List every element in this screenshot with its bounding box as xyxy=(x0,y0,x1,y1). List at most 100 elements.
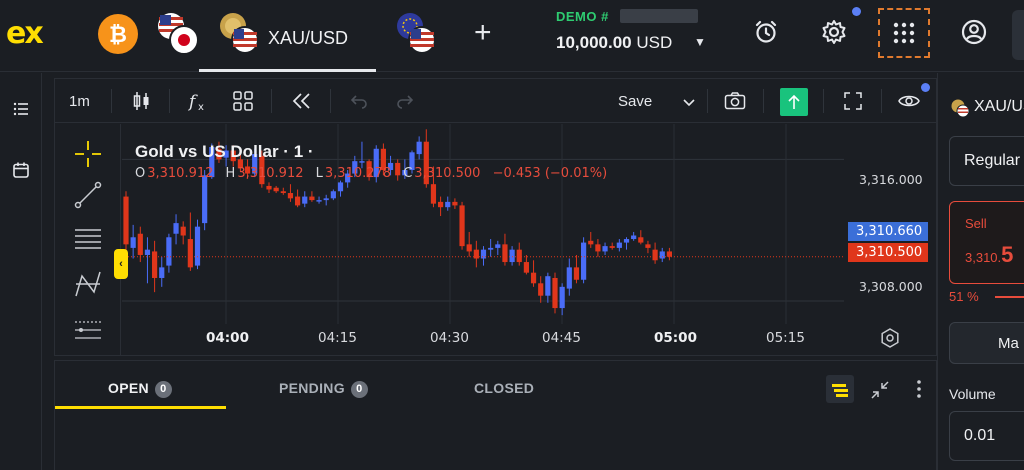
candle-body xyxy=(166,237,172,266)
toolbar-divider xyxy=(823,89,824,113)
candle-body xyxy=(581,242,587,280)
eye-notification-dot xyxy=(921,83,930,92)
eye-icon[interactable] xyxy=(897,89,921,113)
layout-grid-icon[interactable] xyxy=(231,89,255,113)
candle-body xyxy=(659,251,665,259)
high-key: H xyxy=(225,166,236,181)
candle-body xyxy=(223,150,229,158)
candle-body xyxy=(130,237,136,248)
tab-open[interactable]: OPEN 0 xyxy=(108,380,172,398)
volume-input[interactable]: 0.01 xyxy=(949,411,1024,461)
grouping-toggle-button[interactable] xyxy=(826,375,854,403)
add-tab-button[interactable]: + xyxy=(474,16,492,49)
alarm-clock-icon[interactable] xyxy=(752,18,780,46)
gear-icon[interactable] xyxy=(820,18,848,46)
candle-body xyxy=(645,244,651,248)
grid-dots-icon xyxy=(893,22,915,44)
asset-tab-eurusd[interactable] xyxy=(394,8,440,64)
candle-body xyxy=(144,249,151,255)
chart-settings-icon[interactable] xyxy=(879,327,901,349)
fib-levels-icon[interactable] xyxy=(72,222,104,254)
candle-body xyxy=(416,141,422,155)
asset-tab-bitcoin[interactable]: ₿ xyxy=(96,8,144,64)
timeframe-selector[interactable]: 1m xyxy=(69,93,90,110)
exness-logo[interactable]: ex xyxy=(6,16,44,51)
svg-text:x: x xyxy=(198,102,204,113)
market-order-button[interactable]: Ma xyxy=(949,322,1024,364)
orders-panel: OPEN 0 PENDING 0 CLOSED xyxy=(54,360,937,470)
top-bar: ex ₿ XAU/USD xyxy=(0,0,1024,72)
candle-body xyxy=(137,233,143,255)
indicators-fx-icon[interactable]: f x xyxy=(186,89,210,113)
close-value: 3,310.500 xyxy=(414,166,481,181)
trend-line-icon[interactable] xyxy=(72,178,104,210)
balance-currency: USD xyxy=(636,33,673,52)
candles-type-icon[interactable] xyxy=(129,89,153,113)
price-axis-label: 3,316.000 xyxy=(859,172,923,187)
usd-jpy-flags-icon xyxy=(158,13,199,55)
tab-pending[interactable]: PENDING 0 xyxy=(279,380,368,398)
tab-closed[interactable]: CLOSED xyxy=(474,380,534,396)
user-profile-icon[interactable] xyxy=(960,18,988,46)
collapse-arrows-icon[interactable] xyxy=(869,379,891,401)
trade-symbol: XAU/USD xyxy=(974,98,1024,115)
save-layout-button[interactable]: Save xyxy=(618,93,653,110)
candle-body xyxy=(452,201,458,206)
forecast-tool-icon[interactable] xyxy=(72,314,104,346)
ohlc-legend: O 3,310.912 H 3,310.912 L 3,310.278 C 3,310.… xyxy=(135,166,615,181)
candle-body xyxy=(395,162,401,176)
candle-body xyxy=(387,162,394,171)
crosshair-icon[interactable] xyxy=(72,138,104,170)
candle-body xyxy=(287,193,294,199)
apps-grid-button[interactable] xyxy=(878,8,930,58)
candle-body xyxy=(409,152,415,171)
chart-panel: 1m f x Save xyxy=(54,78,937,356)
pattern-tool-icon[interactable] xyxy=(72,268,104,300)
account-number-redacted xyxy=(620,9,698,23)
candles-svg xyxy=(122,124,844,324)
account-dropdown-icon[interactable]: ▼ xyxy=(694,35,706,49)
candle-body xyxy=(538,283,544,296)
asset-tab-xauusd[interactable]: XAU/USD xyxy=(216,8,376,64)
candle-body xyxy=(159,267,165,278)
more-vertical-icon[interactable] xyxy=(914,378,924,400)
gold-usd-small-icon xyxy=(951,99,970,118)
candle-body xyxy=(423,141,429,185)
calendar-icon[interactable] xyxy=(12,161,30,179)
balance-value: 10,000.00 xyxy=(556,33,632,52)
account-balance[interactable]: 10,000.00 USD xyxy=(556,33,672,53)
svg-text:₿: ₿ xyxy=(109,23,127,48)
candle-body xyxy=(180,226,186,236)
list-icon[interactable] xyxy=(12,100,30,118)
deposit-button-partial[interactable] xyxy=(1012,10,1024,60)
time-axis-label: 05:15 xyxy=(766,330,805,346)
redo-icon[interactable] xyxy=(393,89,417,113)
sell-button[interactable]: Sell 3,310.5 xyxy=(949,201,1024,284)
bitcoin-icon: ₿ xyxy=(98,14,138,54)
candle-body xyxy=(259,155,265,185)
time-axis-label: 05:00 xyxy=(654,330,697,346)
time-axis-label: 04:15 xyxy=(318,330,357,346)
candle-body xyxy=(402,170,408,176)
buy-price-tag: 3,310.660 xyxy=(848,222,928,241)
toolbar-divider xyxy=(271,89,272,113)
price-chart[interactable]: ‹ Gold vs US Dollar · 1 · O 3,310.912 H 3,… xyxy=(114,124,936,356)
candle-body xyxy=(638,237,644,243)
asset-tab-label: XAU/USD xyxy=(268,28,349,48)
stack-icon xyxy=(832,384,848,397)
chevron-down-icon[interactable] xyxy=(677,90,701,114)
toolbar-divider xyxy=(169,89,170,113)
undo-icon[interactable] xyxy=(347,89,371,113)
fullscreen-icon[interactable] xyxy=(841,89,865,113)
order-type-select[interactable]: Regular xyxy=(949,136,1024,186)
publish-up-button[interactable] xyxy=(780,88,808,116)
candle-body xyxy=(244,166,251,174)
candle-body xyxy=(216,148,222,160)
close-key: C xyxy=(403,166,413,181)
replay-rewind-icon[interactable] xyxy=(289,89,313,113)
camera-screenshot-icon[interactable] xyxy=(723,89,747,113)
candle-body xyxy=(502,244,508,263)
collapse-toolbar-handle[interactable]: ‹ xyxy=(114,249,128,279)
asset-tab-usdjpy[interactable] xyxy=(156,8,202,64)
toolbar-divider xyxy=(763,89,764,113)
